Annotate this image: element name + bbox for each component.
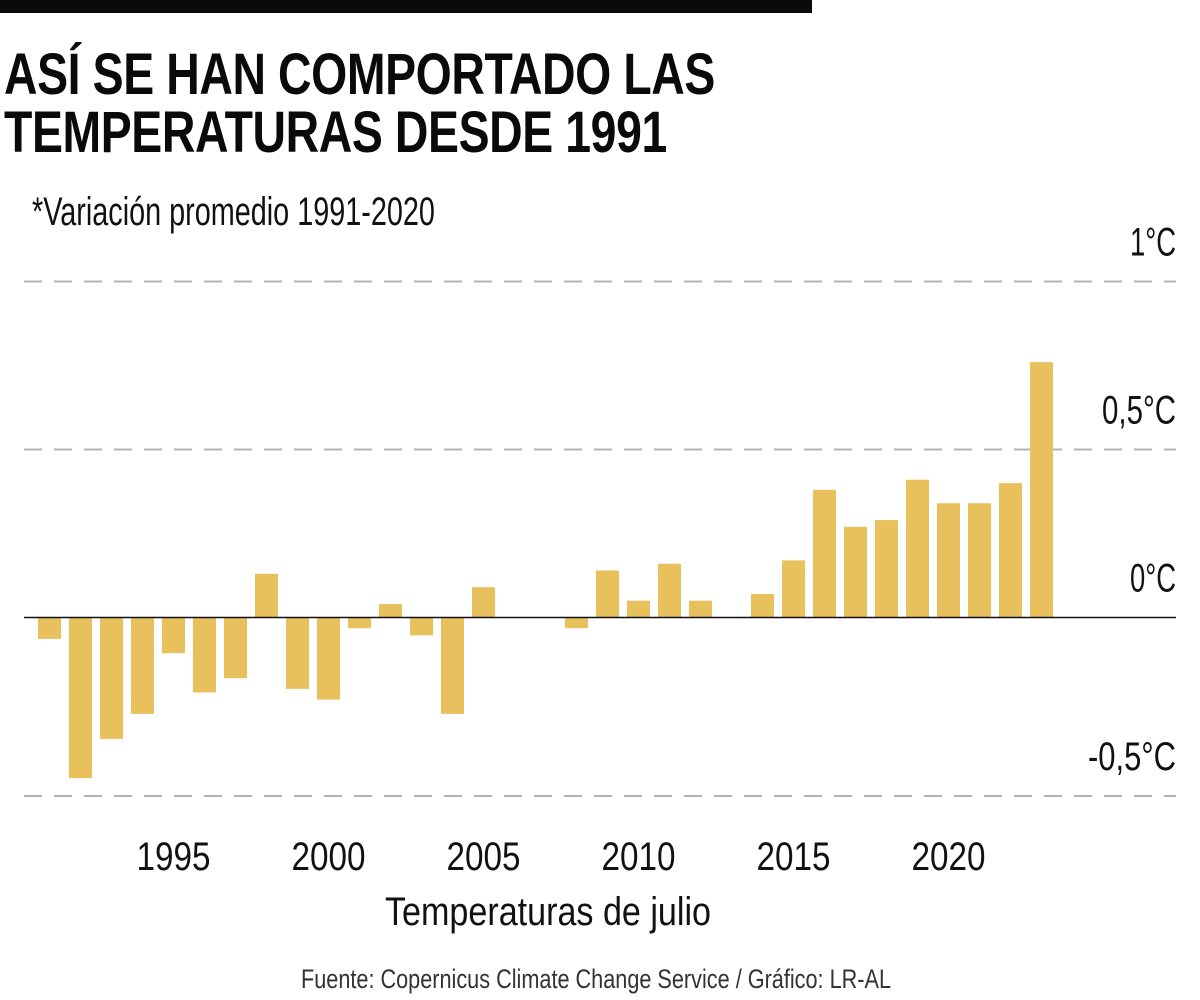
bar-2003: [410, 617, 433, 636]
bar-1997: [224, 617, 247, 679]
bar-2015: [782, 560, 805, 618]
bar-2017: [844, 526, 867, 618]
bar-2009: [596, 570, 619, 618]
bar-1998: [255, 573, 278, 618]
bar-2020: [937, 503, 960, 618]
x-axis-labels: 1995 2000 2005 2010 2015 2020: [137, 835, 986, 879]
x-tick-label: 2005: [447, 835, 521, 879]
x-tick-label: 2010: [602, 835, 676, 879]
x-tick-label: 2020: [912, 835, 986, 879]
top-rule: [0, 0, 812, 13]
bar-2010: [627, 600, 650, 618]
bar-2012: [689, 600, 712, 618]
bar-2014: [751, 593, 774, 618]
x-tick-label: 2015: [757, 835, 831, 879]
bar-2001: [348, 617, 371, 629]
x-tick-label: 2000: [292, 835, 366, 879]
bars: [38, 362, 1053, 779]
y-tick-label: 0°C: [1130, 557, 1176, 601]
bar-2019: [906, 479, 929, 618]
y-tick-label: 0,5°C: [1102, 389, 1176, 433]
bar-2016: [813, 489, 836, 618]
bar-2002: [379, 604, 402, 618]
bar-1992: [69, 617, 92, 779]
x-axis-title: Temperaturas de julio: [385, 890, 711, 934]
chart-title-line-1: ASÍ SE HAN COMPORTADO LAS: [4, 42, 715, 107]
bar-2005: [472, 587, 495, 618]
chart-subtitle: *Variación promedio 1991-2020: [32, 190, 435, 234]
y-axis-labels: 1°C 0,5°C 0°C -0,5°C: [1088, 221, 1176, 780]
bar-2004: [441, 617, 464, 714]
y-tick-label: -0,5°C: [1088, 735, 1176, 779]
bar-2008: [565, 617, 588, 629]
bar-2000: [317, 617, 340, 700]
bar-1996: [193, 617, 216, 693]
bar-1993: [100, 617, 123, 739]
bar-2018: [875, 520, 898, 618]
bar-2022: [999, 483, 1022, 618]
bar-1995: [162, 617, 185, 654]
bar-1994: [131, 617, 154, 714]
bar-1999: [286, 617, 309, 689]
bar-2021: [968, 503, 991, 618]
bar-2023: [1030, 362, 1053, 618]
bar-2011: [658, 563, 681, 618]
gridlines: [24, 280, 1176, 797]
bar-1991: [38, 617, 61, 639]
y-tick-label: 1°C: [1130, 221, 1176, 265]
chart-title-line-2: TEMPERATURAS DESDE 1991: [4, 100, 667, 165]
source-credit: Fuente: Copernicus Climate Change Servic…: [301, 964, 891, 994]
x-tick-label: 1995: [137, 835, 211, 879]
